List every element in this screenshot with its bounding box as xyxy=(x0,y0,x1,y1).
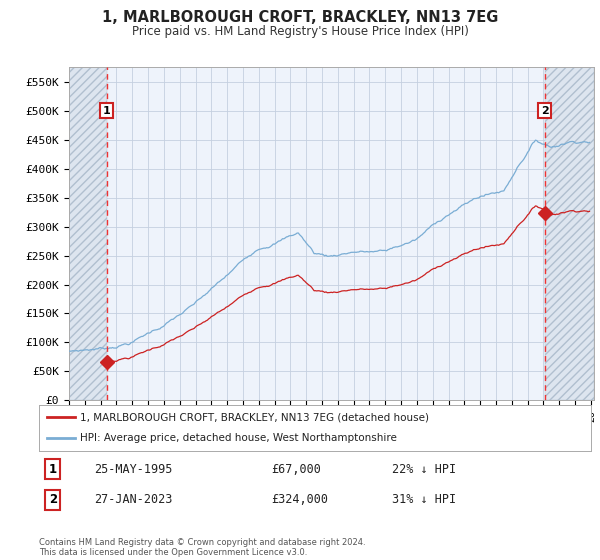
Text: 1, MARLBOROUGH CROFT, BRACKLEY, NN13 7EG (detached house): 1, MARLBOROUGH CROFT, BRACKLEY, NN13 7EG… xyxy=(80,412,430,422)
Bar xyxy=(545,67,594,400)
Text: 2: 2 xyxy=(541,106,548,116)
Text: 1: 1 xyxy=(49,463,57,475)
Text: Price paid vs. HM Land Registry's House Price Index (HPI): Price paid vs. HM Land Registry's House … xyxy=(131,25,469,38)
Text: £324,000: £324,000 xyxy=(271,493,328,506)
Text: Contains HM Land Registry data © Crown copyright and database right 2024.
This d: Contains HM Land Registry data © Crown c… xyxy=(39,538,365,557)
Bar xyxy=(69,67,107,400)
Text: 1, MARLBOROUGH CROFT, BRACKLEY, NN13 7EG: 1, MARLBOROUGH CROFT, BRACKLEY, NN13 7EG xyxy=(102,10,498,25)
Text: 31% ↓ HPI: 31% ↓ HPI xyxy=(392,493,457,506)
Text: HPI: Average price, detached house, West Northamptonshire: HPI: Average price, detached house, West… xyxy=(80,433,397,444)
Text: 22% ↓ HPI: 22% ↓ HPI xyxy=(392,463,457,475)
Text: 25-MAY-1995: 25-MAY-1995 xyxy=(94,463,173,475)
Text: 1: 1 xyxy=(103,106,110,116)
Text: £67,000: £67,000 xyxy=(271,463,321,475)
Text: 27-JAN-2023: 27-JAN-2023 xyxy=(94,493,173,506)
Text: 2: 2 xyxy=(49,493,57,506)
